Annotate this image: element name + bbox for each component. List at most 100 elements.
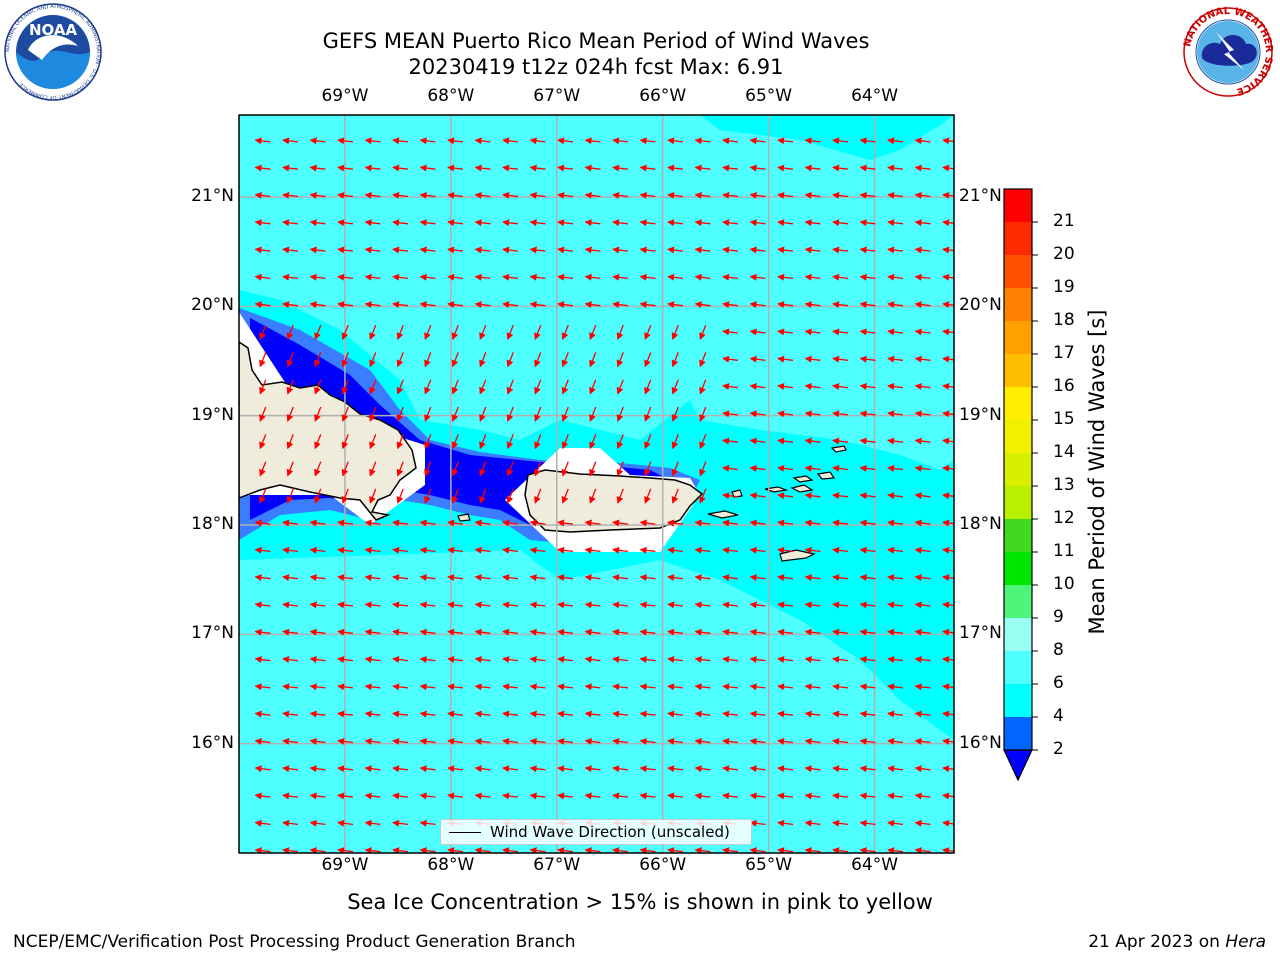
- wave-direction-arrow: [832, 819, 849, 827]
- wave-direction-arrow: [506, 434, 514, 450]
- wave-direction-arrow: [914, 328, 931, 336]
- wave-direction-arrow: [644, 379, 652, 395]
- wave-direction-arrow: [337, 137, 354, 145]
- wave-direction-arrow: [506, 461, 514, 477]
- wave-direction-arrow: [282, 246, 299, 254]
- wave-direction-arrow: [392, 656, 409, 663]
- wave-direction-arrow: [859, 464, 876, 472]
- wave-direction-arrow: [474, 191, 491, 199]
- wave-direction-arrow: [914, 710, 931, 718]
- wave-direction-arrow: [887, 628, 904, 636]
- wave-direction-arrow: [479, 488, 487, 504]
- wave-direction-arrow: [506, 488, 514, 504]
- map-legend: Wind Wave Direction (unscaled): [440, 819, 752, 845]
- wave-direction-arrow: [667, 847, 684, 853]
- wave-direction-arrow: [749, 765, 766, 773]
- wave-direction-arrow: [832, 792, 849, 800]
- wave-direction-arrow: [309, 246, 326, 254]
- wave-direction-arrow: [282, 574, 299, 582]
- colorbar-bin: [1004, 486, 1032, 520]
- wave-direction-arrow: [777, 137, 794, 145]
- wave-direction-arrow: [942, 410, 954, 418]
- wave-direction-arrow: [309, 191, 326, 199]
- wave-direction-arrow: [534, 352, 542, 368]
- wave-direction-arrow: [502, 574, 519, 582]
- wave-direction-arrow: [506, 379, 514, 395]
- wave-direction-arrow: [694, 301, 711, 309]
- wave-direction-arrow: [667, 710, 684, 718]
- wave-direction-arrow: [254, 792, 271, 800]
- wave-direction-arrow: [314, 352, 322, 368]
- wave-direction-arrow: [447, 164, 464, 172]
- wave-direction-arrow: [557, 246, 574, 254]
- wave-direction-arrow: [534, 461, 542, 477]
- wave-direction-arrow: [694, 519, 711, 527]
- wave-direction-arrow: [529, 164, 546, 172]
- wave-direction-arrow: [396, 461, 404, 477]
- footer-organization: NCEP/EMC/Verification Post Processing Pr…: [13, 932, 576, 952]
- wave-direction-arrow: [942, 710, 954, 718]
- colorbar-under-extension: [1003, 749, 1033, 782]
- wave-direction-arrow: [369, 324, 377, 341]
- wave-direction-arrow: [502, 546, 519, 554]
- wave-direction-arrow: [314, 406, 322, 422]
- wave-direction-arrow: [667, 246, 684, 254]
- wave-direction-arrow: [479, 434, 487, 450]
- wave-direction-arrow: [419, 737, 436, 745]
- wave-direction-arrow: [584, 137, 601, 145]
- wave-direction-arrow: [804, 819, 821, 827]
- wave-direction-arrow: [722, 301, 739, 309]
- wave-direction-arrow: [447, 246, 464, 254]
- wave-direction-arrow: [914, 819, 931, 827]
- wave-direction-arrow: [914, 792, 931, 800]
- wave-direction-arrow: [612, 164, 629, 172]
- wave-direction-arrow: [804, 301, 821, 309]
- wave-direction-arrow: [699, 352, 707, 368]
- lat-label-right: 16°N: [959, 732, 1002, 753]
- wave-direction-arrow: [474, 737, 491, 745]
- wave-direction-arrow: [749, 656, 766, 663]
- colorbar-tick-label: 2: [1053, 739, 1064, 759]
- wave-direction-arrow: [804, 355, 821, 363]
- wave-direction-arrow: [447, 656, 464, 663]
- wave-direction-arrow: [419, 792, 436, 800]
- colorbar-tick-label: 10: [1053, 574, 1075, 594]
- wave-direction-arrow: [254, 601, 271, 609]
- wave-direction-arrow: [616, 324, 624, 341]
- wave-direction-arrow: [699, 406, 707, 422]
- colorbar-title: Mean Period of Wind Waves [s]: [1085, 309, 1109, 635]
- wave-direction-arrow: [942, 656, 954, 663]
- wave-direction-arrow: [804, 219, 821, 227]
- wave-direction-arrow: [914, 737, 931, 745]
- wave-direction-arrow: [749, 847, 766, 853]
- wave-direction-arrow: [392, 601, 409, 609]
- wave-direction-arrow: [341, 434, 349, 450]
- wave-direction-arrow: [722, 710, 739, 718]
- wave-direction-arrow: [667, 628, 684, 636]
- wave-direction-arrow: [502, 656, 519, 663]
- wave-direction-arrow: [914, 492, 931, 500]
- wave-direction-arrow: [639, 164, 656, 172]
- wave-direction-arrow: [392, 137, 409, 145]
- wave-direction-arrow: [859, 137, 876, 145]
- wave-direction-arrow: [722, 574, 739, 582]
- wave-direction-arrow: [694, 164, 711, 172]
- wave-direction-arrow: [529, 546, 546, 554]
- wave-direction-arrow: [254, 683, 271, 691]
- wave-direction-arrow: [392, 683, 409, 691]
- colorbar-tick-label: 18: [1053, 310, 1075, 330]
- wave-direction-arrow: [667, 219, 684, 227]
- wave-direction-arrow: [616, 406, 624, 422]
- wave-direction-arrow: [832, 273, 849, 281]
- wave-direction-arrow: [447, 137, 464, 145]
- wave-direction-arrow: [859, 737, 876, 745]
- wave-direction-arrow: [561, 352, 569, 368]
- wave-direction-arrow: [749, 191, 766, 199]
- wave-direction-arrow: [694, 546, 711, 554]
- wave-direction-arrow: [639, 683, 656, 691]
- wave-direction-arrow: [859, 219, 876, 227]
- land-virgin-gorda: [816, 471, 836, 480]
- colorbar-tick-label: 6: [1053, 673, 1064, 693]
- wave-direction-arrow: [887, 137, 904, 145]
- land-st-john: [790, 484, 814, 493]
